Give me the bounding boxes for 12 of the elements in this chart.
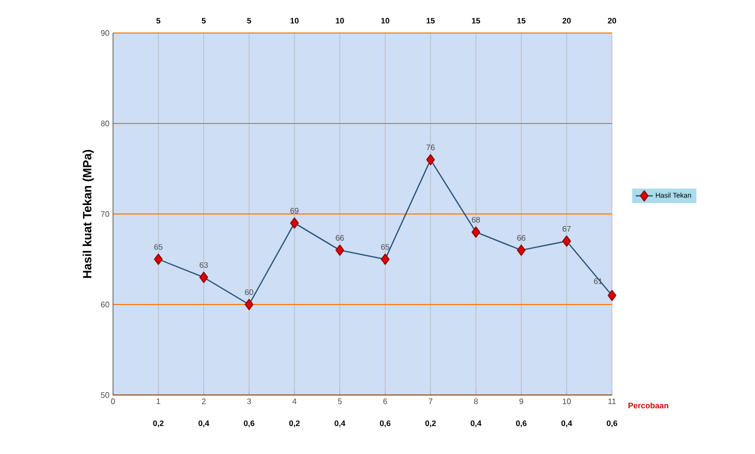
point xyxy=(380,254,390,265)
point xyxy=(154,254,163,265)
y-axis-title: Hasil kuat Tekan (MPa) xyxy=(82,150,94,278)
point xyxy=(199,272,208,283)
point xyxy=(290,217,299,229)
point xyxy=(608,290,616,302)
point xyxy=(562,236,571,247)
point xyxy=(335,244,344,256)
point xyxy=(426,154,435,166)
point xyxy=(244,298,254,310)
point xyxy=(472,226,480,238)
point xyxy=(516,244,526,256)
